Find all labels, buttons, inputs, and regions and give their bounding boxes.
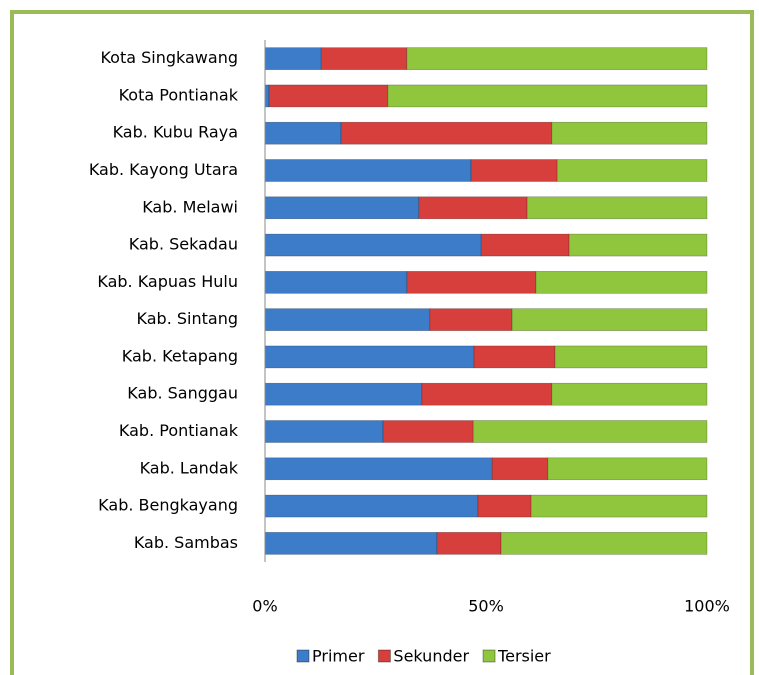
bar-segment — [551, 382, 708, 406]
y-tick-label: Kab. Landak — [140, 458, 239, 477]
bar-segment — [268, 84, 389, 108]
bar-segment — [264, 345, 475, 369]
bar-segment — [421, 382, 553, 406]
y-tick-label: Kab. Sambas — [134, 533, 238, 552]
bar-segment — [264, 47, 322, 70]
bar-segment — [264, 84, 270, 108]
y-tick-label: Kab. Pontianak — [119, 421, 239, 440]
bar-segment — [500, 532, 708, 555]
y-tick-label: Kab. Kayong Utara — [89, 160, 238, 179]
x-tick-label: 0% — [252, 597, 277, 616]
bar-segment — [530, 494, 708, 518]
legend-label: Tersier — [497, 647, 551, 666]
y-tick-label: Kab. Ketapang — [122, 346, 238, 365]
bar-segment — [491, 457, 549, 481]
bar-segment — [554, 345, 708, 369]
bar-segment — [387, 84, 708, 108]
bar-segment — [264, 233, 482, 257]
y-tick-label: Kab. Sekadau — [129, 235, 238, 254]
bar-segment — [568, 233, 708, 257]
bar-segment — [556, 159, 708, 182]
bar-segment — [264, 457, 493, 481]
bar-segment — [535, 271, 708, 294]
bar-segment — [547, 457, 708, 481]
y-tick-label: Kab. Sintang — [137, 309, 238, 328]
y-tick-label: Kab. Sanggau — [127, 384, 238, 403]
y-tick-label: Kab. Bengkayang — [98, 496, 238, 515]
bar-segment — [264, 196, 420, 220]
bar-segment — [480, 233, 570, 257]
bar-segment — [406, 271, 537, 294]
y-tick-label: Kab. Kapuas Hulu — [97, 272, 238, 291]
bar-segment — [551, 121, 708, 145]
bar-segment — [477, 494, 532, 518]
legend-swatch — [482, 649, 496, 663]
bar-segment — [340, 121, 553, 145]
bar-segment — [264, 494, 479, 518]
bar-segment — [406, 47, 708, 70]
y-tick-label: Kab. Kubu Raya — [113, 123, 238, 142]
legend-label: Sekunder — [393, 647, 469, 666]
bar-segment — [511, 308, 708, 331]
bar-segment — [473, 345, 556, 369]
bar-segment — [472, 420, 708, 443]
bar-segment — [382, 420, 474, 443]
bar-segment — [264, 308, 431, 331]
bar-segment — [470, 159, 558, 182]
bar-segment — [418, 196, 528, 220]
legend-swatch — [377, 649, 391, 663]
y-tick-label: Kab. Melawi — [142, 197, 238, 216]
x-tick-label: 50% — [468, 597, 504, 616]
legend-swatch — [296, 649, 310, 663]
bar-segment — [264, 121, 342, 145]
frame — [10, 10, 754, 675]
y-tick-label: Kota Pontianak — [119, 85, 239, 104]
bar-segment — [526, 196, 708, 220]
bar-segment — [264, 382, 423, 406]
bar-segment — [264, 532, 438, 555]
bar-segment — [429, 308, 513, 331]
bar-segment — [320, 47, 408, 70]
x-tick-label: 100% — [684, 597, 730, 616]
bar-segment — [264, 420, 384, 443]
legend-label: Primer — [312, 647, 365, 666]
bar-segment — [264, 159, 472, 182]
bar-segment — [436, 532, 502, 555]
y-tick-label: Kota Singkawang — [100, 48, 238, 67]
bar-segment — [264, 271, 408, 294]
